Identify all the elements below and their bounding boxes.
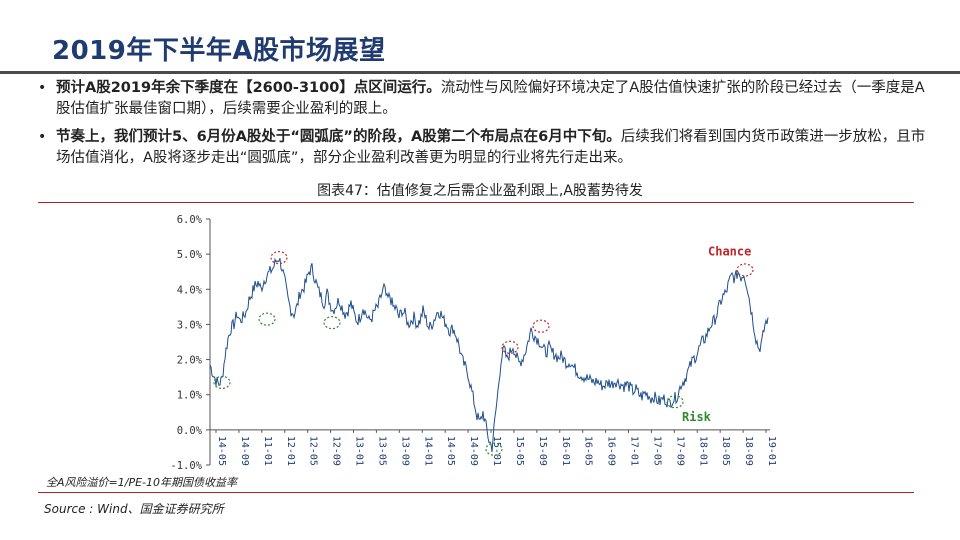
y-tick-label: 2.0% xyxy=(177,355,203,367)
x-tick-label: 12-09 xyxy=(331,436,342,466)
peak-circle-2012 xyxy=(270,251,288,265)
x-tick-label: 18-01 xyxy=(697,436,708,466)
x-tick-label: 13-01 xyxy=(354,436,365,466)
bullet-1-text: 预计A股2019年余下季度在【2600-3100】点区间运行。流动性与风险偏好环… xyxy=(56,78,928,120)
x-tick-label: 16-05 xyxy=(583,436,594,466)
x-tick-label: 14-09 xyxy=(239,436,250,466)
y-tick-label: 5.0% xyxy=(177,249,203,261)
x-tick-label: 14-09 xyxy=(468,436,479,466)
bullet-1: • 预计A股2019年余下季度在【2600-3100】点区间运行。流动性与风险偏… xyxy=(38,78,928,120)
x-tick-label: 12-01 xyxy=(285,436,296,466)
x-tick-label: 14-05 xyxy=(216,436,227,466)
annotation-risk: Risk xyxy=(682,410,712,424)
bullet-2: • 节奏上，我们预计5、6月份A股处于“圆弧底”的阶段，A股第二个布局点在6月中… xyxy=(38,127,928,169)
x-tick-label: 15-09 xyxy=(537,436,548,466)
chance-circle xyxy=(736,263,754,277)
x-tick-label: 13-09 xyxy=(399,436,410,466)
bullet-1-bold: 预计A股2019年余下季度在【2600-3100】点区间运行。 xyxy=(56,80,441,96)
x-tick-label: 16-09 xyxy=(606,436,617,466)
trough-circle-2014 xyxy=(213,375,231,390)
x-tick-label: 14-01 xyxy=(422,436,433,466)
risk-circle xyxy=(666,395,684,409)
trough-circle-2015 xyxy=(485,442,503,456)
bullet-1-normal: 流动性与风险偏好环境决定了A股估值快速扩张的阶段已经过去（一季度是A股估值扩张最… xyxy=(56,80,925,117)
y-tick-label: 4.0% xyxy=(177,284,203,296)
x-tick-label: 18-05 xyxy=(720,436,731,466)
y-tick-label: 0.0% xyxy=(177,425,203,437)
risk-premium-series-line xyxy=(209,257,769,453)
x-tick-label: 15-05 xyxy=(514,436,525,466)
bullet-2-bold: 节奏上，我们预计5、6月份A股处于“圆弧底”的阶段，A股第二个布局点在6月中下旬… xyxy=(56,129,621,145)
x-tick-label: 11-01 xyxy=(262,436,273,466)
peak-circle-2015 xyxy=(501,340,519,354)
y-tick-label: 3.0% xyxy=(177,319,203,331)
chart-area: 6.0% 5.0% 4.0% 3.0% 2.0% 1.0% 0.0% -1.0% 14-05 14… xyxy=(0,203,960,492)
trough-circle-2012 xyxy=(258,312,276,326)
y-tick-label: -1.0% xyxy=(170,460,202,472)
y-tick-label: 6.0% xyxy=(177,214,203,226)
chart-caption: 图表47：估值修复之后需企业盈利跟上,A股蓄势待发 xyxy=(317,183,643,199)
bullet-2-marker: • xyxy=(38,129,47,145)
bullet-1-marker: • xyxy=(38,80,47,96)
chart-source: Source : Wind、国金证券研究所 xyxy=(44,502,224,516)
x-tick-label: 17-09 xyxy=(674,436,685,466)
caption-rule-bottom xyxy=(38,492,914,493)
x-tick-label: 15-01 xyxy=(491,436,502,466)
x-tick-label: 13-05 xyxy=(376,436,387,466)
x-tick-label: 17-01 xyxy=(629,436,640,466)
page-title: 2019年下半年A股市场展望 xyxy=(52,36,386,66)
y-tick-label: 1.0% xyxy=(177,390,203,402)
bullet-2-normal: 后续我们将看到国内货币政策进一步放松，且市场估值消化，A股将逐步走出“圆弧底”，… xyxy=(56,129,926,166)
annotation-chance: Chance xyxy=(708,245,751,259)
x-tick-label: 12-05 xyxy=(308,436,319,466)
peak-circle-2016 xyxy=(532,319,550,333)
chart-note: 全A风险溢价=1/PE-10年期国债收益率 xyxy=(46,476,237,489)
x-tick-label: 18-09 xyxy=(743,436,754,466)
risk-premium-chart: 6.0% 5.0% 4.0% 3.0% 2.0% 1.0% 0.0% -1.0% 14-05 14… xyxy=(170,214,777,472)
x-tick-label: 19-01 xyxy=(766,436,777,466)
x-tick-label: 17-05 xyxy=(651,436,662,466)
trough-circle-2013 xyxy=(323,316,341,330)
bullet-2-text: 节奏上，我们预计5、6月份A股处于“圆弧底”的阶段，A股第二个布局点在6月中下旬… xyxy=(56,127,928,169)
caption-rule-top xyxy=(38,202,914,203)
title-divider xyxy=(0,71,960,74)
x-tick-label: 16-01 xyxy=(560,436,571,466)
x-tick-label: 14-05 xyxy=(445,436,456,466)
